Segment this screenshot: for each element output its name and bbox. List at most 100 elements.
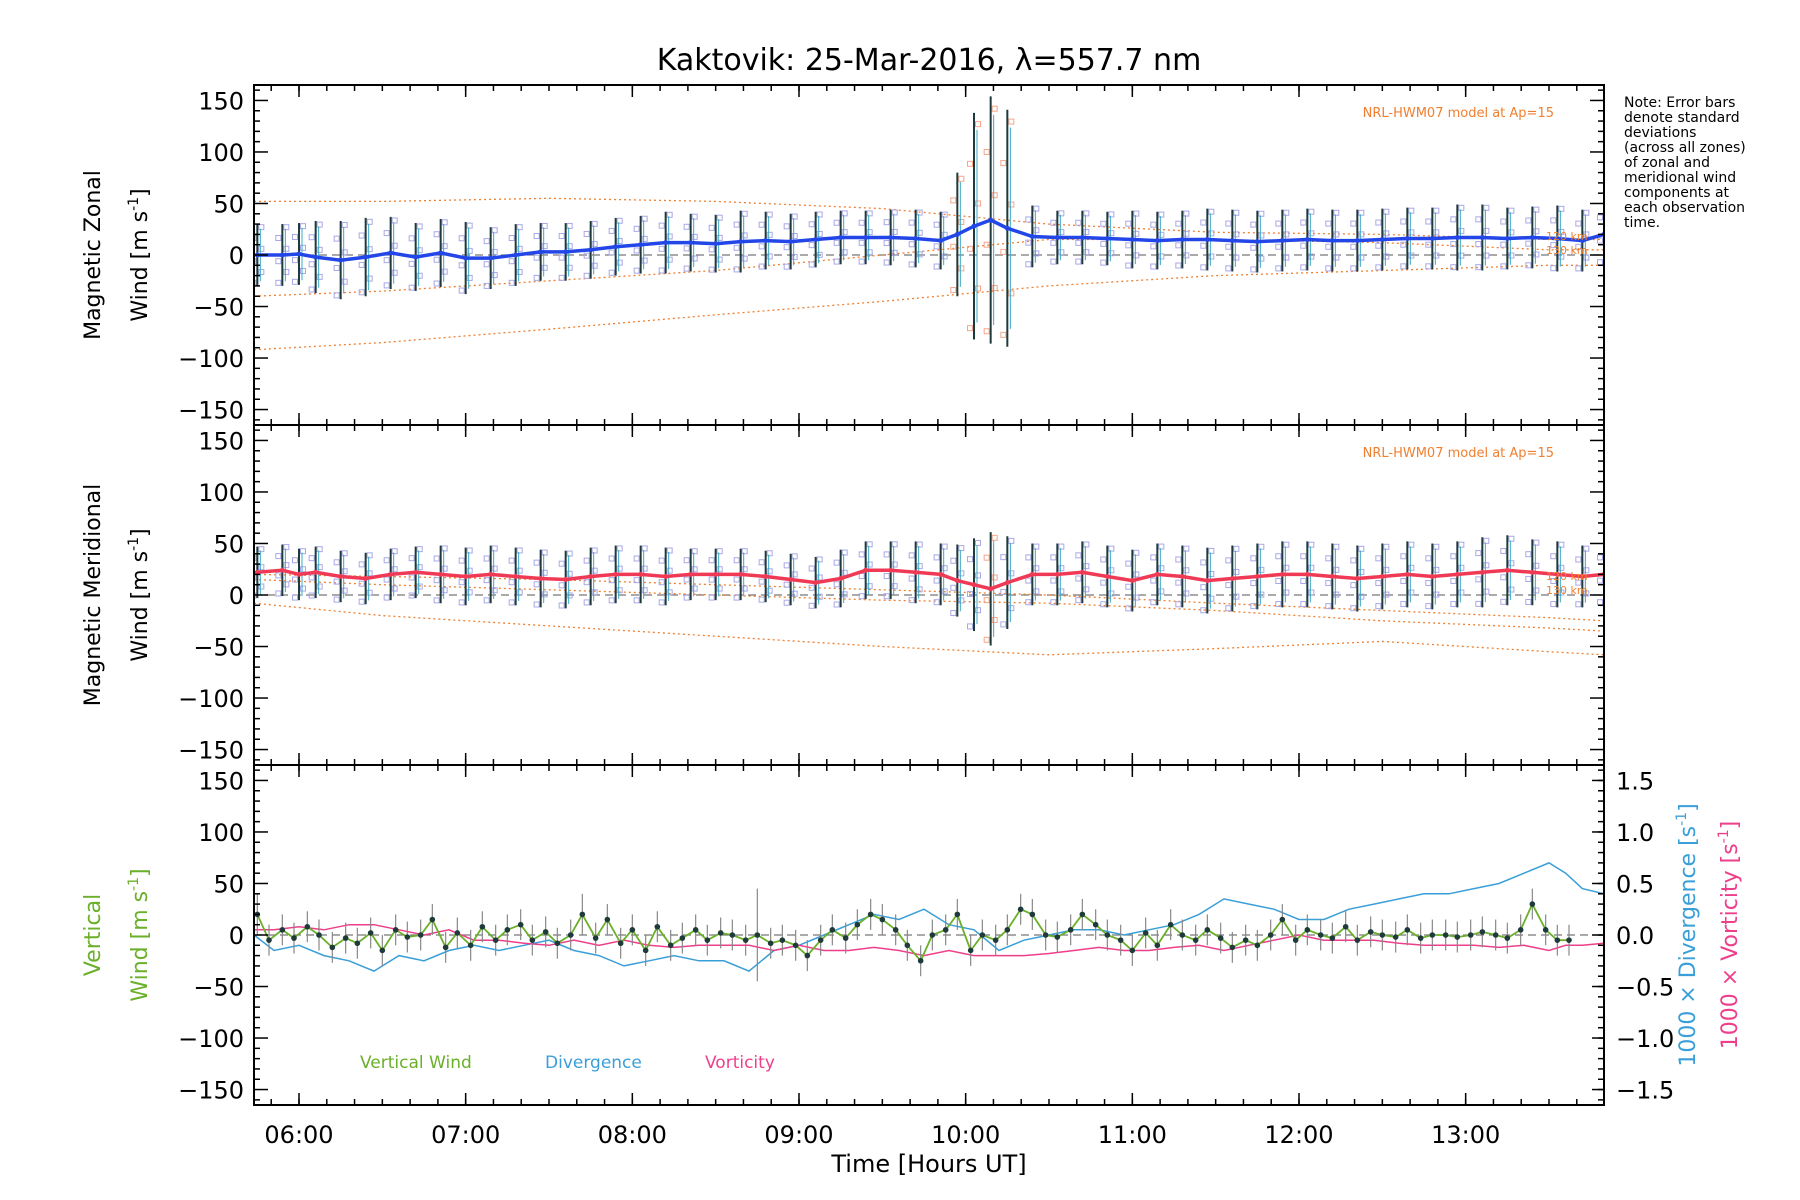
scatter-marker <box>741 585 748 592</box>
scatter-marker <box>1533 587 1540 594</box>
scatter-marker <box>541 569 548 576</box>
scatter-marker <box>841 591 848 598</box>
scatter-marker <box>1433 252 1440 259</box>
scatter-marker <box>1050 219 1057 226</box>
scatter-marker <box>858 573 865 580</box>
data-point <box>388 571 394 577</box>
scatter-marker <box>691 585 698 592</box>
scatter-marker <box>1100 601 1107 608</box>
scatter-marker <box>1158 231 1165 238</box>
scatter-marker <box>1325 603 1332 610</box>
scatter-marker <box>991 105 998 112</box>
data-point <box>1554 571 1560 577</box>
scatter-marker <box>891 561 898 568</box>
data-point <box>313 569 319 575</box>
scatter-marker <box>1183 567 1190 574</box>
scatter-marker <box>975 572 981 579</box>
data-point <box>1292 937 1299 943</box>
scatter-marker <box>1200 242 1207 249</box>
scatter-marker <box>1375 555 1382 562</box>
scatter-marker <box>341 568 348 575</box>
data-point <box>679 935 686 941</box>
y-axis-label-line2: Wind [m s-1] <box>126 188 153 321</box>
scatter-marker <box>1308 230 1315 237</box>
scatter-marker <box>566 243 573 250</box>
scatter-marker <box>733 221 740 228</box>
scatter-marker <box>1183 545 1190 552</box>
scatter-marker <box>758 559 765 566</box>
scatter-marker <box>1533 562 1540 569</box>
data-point <box>688 571 694 577</box>
data-point <box>1092 921 1099 928</box>
data-point <box>538 249 544 255</box>
data-point <box>442 944 449 951</box>
scatter-marker <box>566 550 573 557</box>
scatter-marker <box>1350 220 1357 227</box>
scatter-marker <box>458 557 465 564</box>
scatter-marker <box>758 596 765 603</box>
scatter-marker <box>1333 591 1340 598</box>
scatter-marker <box>1475 241 1482 248</box>
data-point <box>567 932 574 938</box>
scatter-marker <box>308 286 315 293</box>
y-tick-label: 150 <box>198 87 244 115</box>
data-point <box>1267 932 1274 938</box>
y-tick-label: 50 <box>213 870 244 898</box>
data-point <box>1442 932 1449 938</box>
scatter-marker <box>1597 237 1603 244</box>
data-point <box>542 929 549 935</box>
scatter-marker <box>766 231 773 238</box>
scatter-marker <box>883 259 890 266</box>
scatter-marker <box>1175 220 1182 227</box>
scatter-marker <box>591 567 598 574</box>
data-point <box>617 940 624 947</box>
scatter-marker <box>975 285 981 292</box>
data-point <box>842 935 849 941</box>
data-point <box>1504 236 1510 242</box>
scatter-marker <box>1425 580 1432 587</box>
data-point <box>642 947 649 954</box>
scatter-marker <box>733 557 740 564</box>
scatter-marker <box>1408 252 1415 259</box>
scatter-marker <box>358 289 365 296</box>
scatter-marker <box>1175 556 1182 563</box>
data-point <box>763 573 769 579</box>
data-point <box>888 567 894 573</box>
scatter-marker <box>254 279 257 286</box>
scatter-marker <box>1258 255 1265 262</box>
scatter-marker <box>1525 217 1532 224</box>
data-point <box>463 255 469 261</box>
scatter-marker <box>508 279 515 286</box>
scatter-marker <box>1025 216 1032 223</box>
scatter-marker <box>1400 553 1407 560</box>
note-line: time. <box>1624 215 1660 231</box>
data-point <box>1454 934 1461 940</box>
scatter-marker <box>1208 230 1215 237</box>
scatter-marker <box>758 263 765 270</box>
data-point <box>804 952 811 959</box>
scatter-marker <box>666 211 673 218</box>
y-tick-label: −100 <box>178 1025 244 1053</box>
scatter-marker <box>967 590 973 597</box>
scatter-marker <box>1483 588 1490 595</box>
scatter-marker <box>258 245 265 252</box>
scatter-marker <box>658 557 665 564</box>
scatter-marker <box>341 587 348 594</box>
scatter-marker <box>1500 598 1507 605</box>
scatter-marker <box>458 287 465 294</box>
scatter-marker <box>1008 118 1015 125</box>
data-point <box>1529 569 1535 575</box>
scatter-marker <box>1433 543 1440 550</box>
scatter-marker <box>975 200 981 207</box>
data-point <box>517 921 524 928</box>
scatter-marker <box>883 573 890 580</box>
scatter-marker <box>1083 249 1090 256</box>
data-point <box>254 569 260 575</box>
scatter-marker <box>1408 564 1415 571</box>
data-point <box>379 947 386 954</box>
data-point <box>1579 238 1585 244</box>
scatter-marker <box>1133 594 1140 601</box>
scatter-marker <box>941 211 948 218</box>
scatter-marker <box>1033 565 1040 572</box>
scatter-marker <box>1250 221 1257 228</box>
